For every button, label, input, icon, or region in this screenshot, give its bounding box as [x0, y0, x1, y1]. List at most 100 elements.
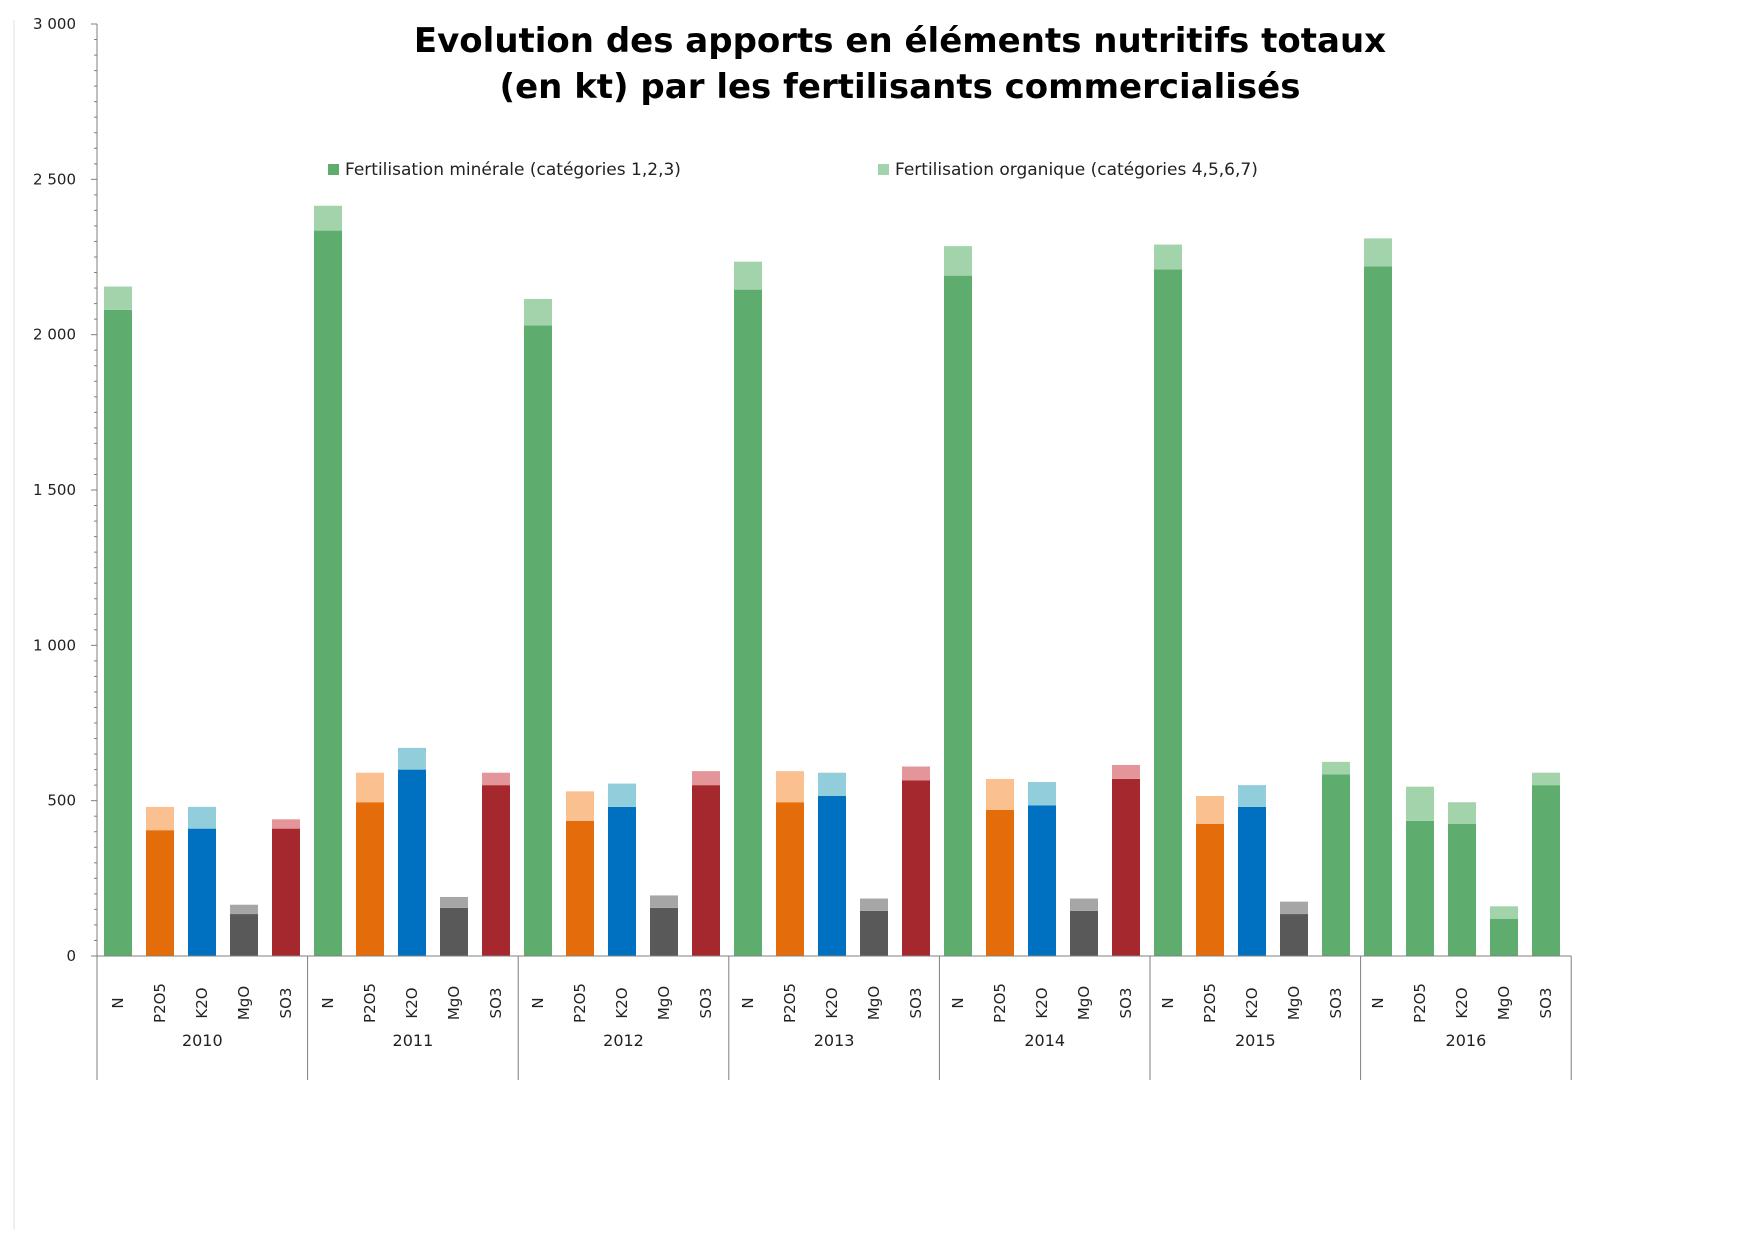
- x-category-label: P2O5: [781, 983, 799, 1023]
- x-category-label: K2O: [193, 987, 211, 1018]
- bar-organic-2011-P2O5: [356, 772, 384, 803]
- x-category-label: K2O: [1453, 987, 1471, 1018]
- bar-mineral-2013-N: [734, 289, 762, 956]
- x-category-label: K2O: [1033, 987, 1051, 1018]
- x-category-label: N: [109, 997, 127, 1008]
- bar-mineral-2012-P2O5: [566, 820, 594, 956]
- bar-mineral-2011-K2O: [398, 769, 426, 956]
- bar-mineral-2012-SO3: [692, 785, 720, 956]
- bar-organic-2014-SO3: [1112, 764, 1140, 779]
- chart-title-line-2: (en kt) par les fertilisants commerciali…: [500, 67, 1301, 107]
- x-category-label: MgO: [655, 986, 673, 1020]
- bar-organic-2013-P2O5: [776, 771, 804, 803]
- year-label-2015: 2015: [1235, 1031, 1276, 1050]
- bar-organic-2010-K2O: [188, 806, 216, 829]
- bar-mineral-2015-SO3: [1322, 774, 1350, 956]
- bar-mineral-2014-MgO: [1070, 910, 1098, 956]
- bar-organic-2012-SO3: [692, 771, 720, 786]
- bar-mineral-2016-P2O5: [1406, 820, 1434, 956]
- x-category-label: SO3: [277, 988, 295, 1019]
- bar-mineral-2011-N: [314, 230, 342, 957]
- x-category-label: N: [1159, 997, 1177, 1008]
- x-category-label: P2O5: [361, 983, 379, 1023]
- x-category-label: K2O: [1243, 987, 1261, 1018]
- bar-mineral-2016-MgO: [1490, 918, 1518, 956]
- bar-mineral-2010-N: [104, 309, 132, 956]
- bar-organic-2016-N: [1364, 238, 1392, 267]
- bar-organic-2016-K2O: [1448, 802, 1476, 824]
- x-category-label: P2O5: [151, 983, 169, 1023]
- bar-mineral-2013-K2O: [818, 796, 846, 956]
- bar-mineral-2013-SO3: [902, 780, 930, 956]
- legend-swatch-0: [328, 164, 339, 175]
- bar-organic-2016-P2O5: [1406, 786, 1434, 821]
- bar-organic-2014-MgO: [1070, 898, 1098, 911]
- bar-organic-2015-SO3: [1322, 761, 1350, 775]
- bar-organic-2016-MgO: [1490, 906, 1518, 919]
- x-category-label: N: [739, 997, 757, 1008]
- x-category-label: K2O: [613, 987, 631, 1018]
- x-category-label: MgO: [865, 986, 883, 1020]
- bar-mineral-2012-K2O: [608, 806, 636, 956]
- y-tick-label: 0: [66, 947, 76, 965]
- x-category-label: N: [529, 997, 547, 1008]
- bar-mineral-2015-P2O5: [1196, 823, 1224, 956]
- x-category-label: SO3: [697, 988, 715, 1019]
- y-axis: 0 500 1 000 1 500 2 000 2 500 3 000: [13, 15, 98, 1230]
- bar-organic-2014-N: [944, 246, 972, 276]
- bar-organic-2011-N: [314, 205, 342, 231]
- bar-organic-2015-K2O: [1238, 785, 1266, 807]
- x-category-label: MgO: [445, 986, 463, 1020]
- bar-organic-2015-MgO: [1280, 901, 1308, 915]
- bar-organic-2012-P2O5: [566, 791, 594, 821]
- bar-mineral-2011-P2O5: [356, 802, 384, 956]
- y-tick-label: 1 000: [33, 636, 76, 654]
- bar-mineral-2011-MgO: [440, 907, 468, 956]
- y-tick-label: 3 000: [33, 15, 76, 33]
- bar-organic-2011-K2O: [398, 747, 426, 770]
- year-label-2013: 2013: [814, 1031, 855, 1050]
- x-category-label: P2O5: [571, 983, 589, 1023]
- bar-organic-2014-K2O: [1028, 782, 1056, 806]
- bar-mineral-2012-N: [524, 325, 552, 956]
- bar-organic-2012-N: [524, 298, 552, 326]
- x-category-label: P2O5: [1411, 983, 1429, 1023]
- bar-organic-2015-N: [1154, 244, 1182, 270]
- legend-label-1: Fertilisation organique (catégories 4,5,…: [895, 160, 1258, 180]
- bar-organic-2010-N: [104, 286, 132, 310]
- bar-mineral-2014-SO3: [1112, 778, 1140, 956]
- y-tick-label: 1 500: [33, 481, 76, 499]
- bar-mineral-2014-N: [944, 275, 972, 956]
- bar-organic-2015-P2O5: [1196, 796, 1224, 824]
- bar-mineral-2014-P2O5: [986, 809, 1014, 956]
- legend-swatch-1: [878, 164, 889, 175]
- x-category-label: N: [949, 997, 967, 1008]
- x-category-label: MgO: [235, 986, 253, 1020]
- bar-organic-2013-MgO: [860, 898, 888, 911]
- bar-organic-2013-N: [734, 261, 762, 290]
- x-category-label: K2O: [403, 987, 421, 1018]
- year-label-2011: 2011: [393, 1031, 434, 1050]
- x-category-label: P2O5: [991, 983, 1009, 1023]
- bar-organic-2010-P2O5: [146, 806, 174, 831]
- y-tick-label: 2 500: [33, 170, 76, 188]
- bar-organic-2011-SO3: [482, 772, 510, 786]
- bar-mineral-2016-N: [1364, 266, 1392, 956]
- bar-mineral-2011-SO3: [482, 785, 510, 956]
- bar-mineral-2015-K2O: [1238, 806, 1266, 956]
- year-label-2012: 2012: [603, 1031, 644, 1050]
- legend-label-0: Fertilisation minérale (catégories 1,2,3…: [345, 160, 681, 180]
- chart-title-line-1: Evolution des apports en éléments nutrit…: [414, 21, 1386, 61]
- bar-mineral-2012-MgO: [650, 907, 678, 956]
- x-category-label: SO3: [1327, 988, 1345, 1019]
- bar-mineral-2015-N: [1154, 269, 1182, 957]
- bar-organic-2016-SO3: [1532, 772, 1560, 786]
- bar-mineral-2015-MgO: [1280, 914, 1308, 956]
- year-label-2010: 2010: [182, 1031, 223, 1050]
- x-category-label: SO3: [1537, 988, 1555, 1019]
- bar-mineral-2010-P2O5: [146, 830, 174, 956]
- bar-mineral-2010-MgO: [230, 914, 258, 956]
- bar-mineral-2010-K2O: [188, 828, 216, 956]
